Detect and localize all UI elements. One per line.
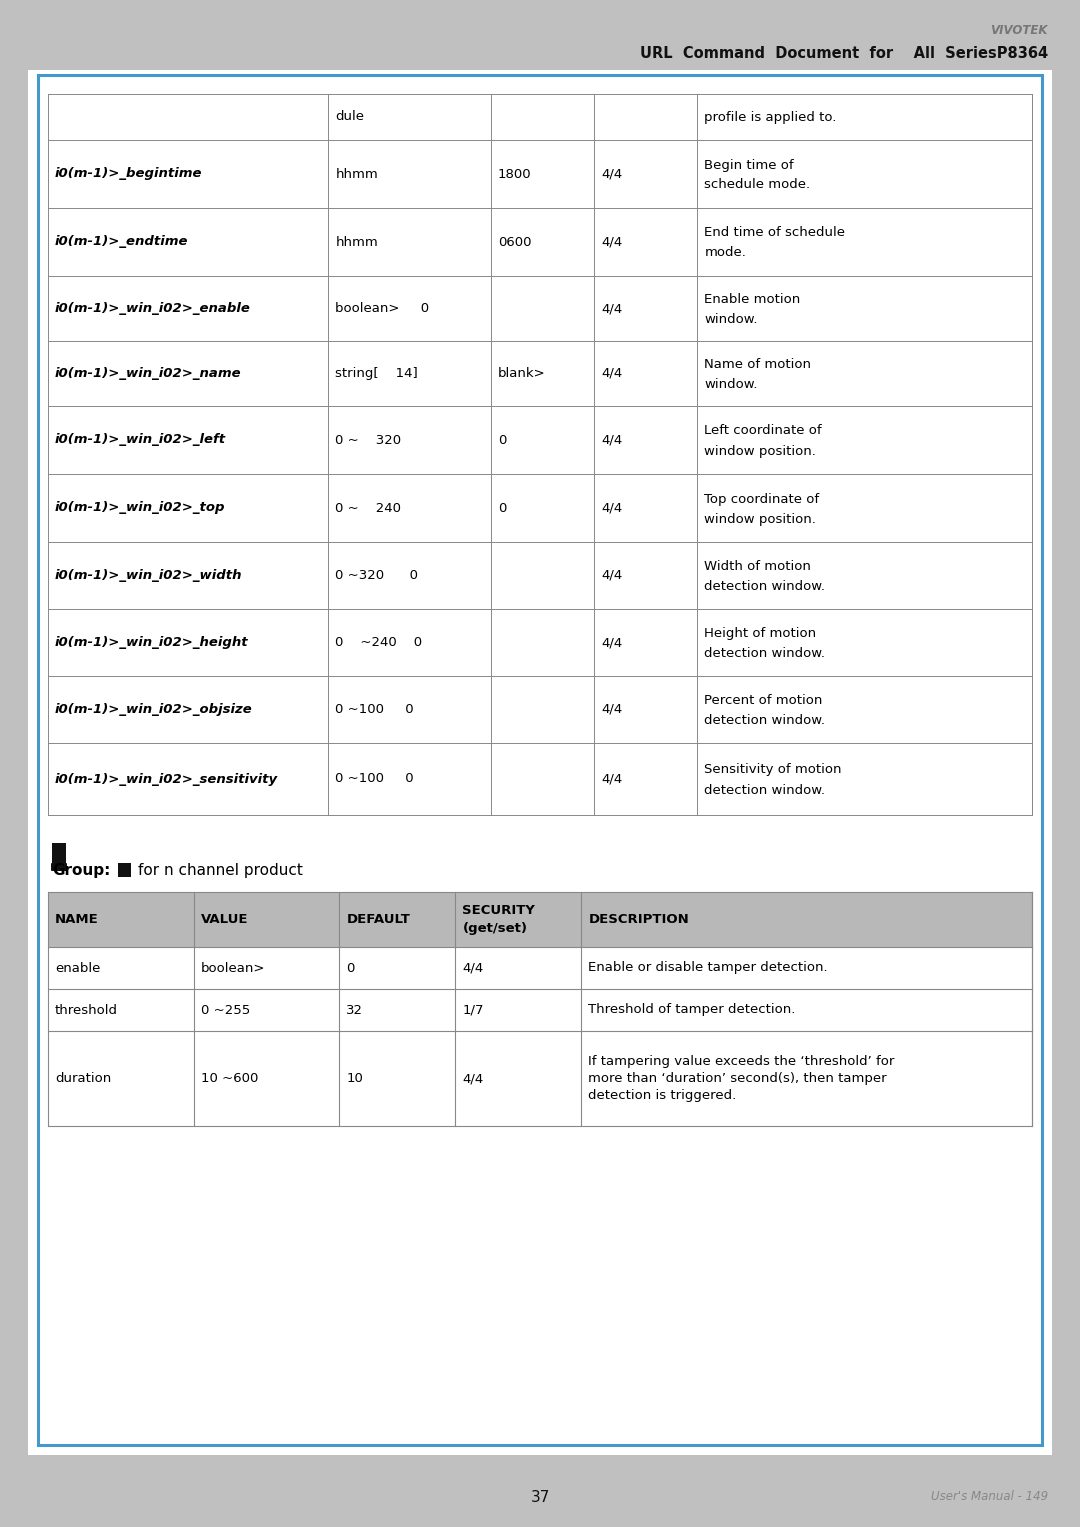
Text: 0    ~240    0: 0 ~240 0 [336, 637, 422, 649]
Text: i0(m-1)>_win_i02>_height: i0(m-1)>_win_i02>_height [55, 637, 248, 649]
Text: DEFAULT: DEFAULT [347, 913, 410, 925]
Text: If tampering value exceeds the ‘threshold’ for: If tampering value exceeds the ‘threshol… [589, 1055, 894, 1067]
Text: 0 ~320      0: 0 ~320 0 [336, 570, 418, 582]
Text: VIVOTEK: VIVOTEK [990, 23, 1048, 37]
Text: 4/4: 4/4 [602, 168, 622, 180]
Text: boolean>: boolean> [201, 962, 265, 974]
Text: i0(m-1)>_win_i02>_width: i0(m-1)>_win_i02>_width [55, 570, 243, 582]
Text: 4/4: 4/4 [602, 434, 622, 446]
Text: URL  Command  Document  for    All  SeriesP8364: URL Command Document for All SeriesP8364 [639, 46, 1048, 61]
Text: Begin time of: Begin time of [704, 159, 794, 171]
Text: i0(m-1)>_begintime: i0(m-1)>_begintime [55, 168, 203, 180]
Text: window position.: window position. [704, 444, 816, 458]
FancyBboxPatch shape [118, 863, 131, 876]
Text: window.: window. [704, 379, 758, 391]
Text: SECURITY: SECURITY [462, 904, 536, 918]
Text: i0(m-1)>_win_i02>_left: i0(m-1)>_win_i02>_left [55, 434, 226, 446]
Text: 4/4: 4/4 [462, 1072, 484, 1086]
FancyBboxPatch shape [48, 892, 1032, 947]
Text: Percent of motion: Percent of motion [704, 693, 823, 707]
Text: window position.: window position. [704, 513, 816, 525]
Text: duration: duration [55, 1072, 111, 1086]
Text: 4/4: 4/4 [602, 302, 622, 315]
Text: Sensitivity of motion: Sensitivity of motion [704, 764, 842, 777]
FancyBboxPatch shape [38, 75, 1042, 1445]
Text: 4/4: 4/4 [602, 637, 622, 649]
Text: 0: 0 [347, 962, 354, 974]
Text: 0: 0 [498, 501, 507, 515]
Text: 0 ~255: 0 ~255 [201, 1003, 249, 1017]
Text: threshold: threshold [55, 1003, 118, 1017]
Text: Left coordinate of: Left coordinate of [704, 425, 822, 438]
Text: 4/4: 4/4 [602, 702, 622, 716]
FancyBboxPatch shape [52, 843, 66, 864]
Text: detection window.: detection window. [704, 783, 825, 797]
Text: Height of motion: Height of motion [704, 628, 816, 640]
Text: more than ‘duration’ second(s), then tamper: more than ‘duration’ second(s), then tam… [589, 1072, 887, 1086]
FancyBboxPatch shape [51, 863, 67, 870]
Text: profile is applied to.: profile is applied to. [704, 110, 837, 124]
Text: 0: 0 [498, 434, 507, 446]
FancyBboxPatch shape [28, 70, 1052, 1455]
Text: 4/4: 4/4 [602, 773, 622, 785]
Text: window.: window. [704, 313, 758, 325]
Text: 0 ~    240: 0 ~ 240 [336, 501, 402, 515]
Text: i0(m-1)>_win_i02>_name: i0(m-1)>_win_i02>_name [55, 366, 242, 380]
Text: hhmm: hhmm [336, 168, 378, 180]
Text: i0(m-1)>_win_i02>_top: i0(m-1)>_win_i02>_top [55, 501, 226, 515]
Text: 4/4: 4/4 [602, 501, 622, 515]
Text: 0 ~100     0: 0 ~100 0 [336, 773, 414, 785]
Text: 4/4: 4/4 [602, 570, 622, 582]
Text: i0(m-1)>_win_i02>_objsize: i0(m-1)>_win_i02>_objsize [55, 702, 253, 716]
Text: DESCRIPTION: DESCRIPTION [589, 913, 689, 925]
Text: mode.: mode. [704, 246, 746, 260]
Text: 10 ~600: 10 ~600 [201, 1072, 258, 1086]
Text: 4/4: 4/4 [462, 962, 484, 974]
Text: i0(m-1)>_endtime: i0(m-1)>_endtime [55, 235, 189, 249]
Text: schedule mode.: schedule mode. [704, 179, 811, 191]
Text: detection window.: detection window. [704, 715, 825, 727]
Text: for n channel product: for n channel product [138, 863, 302, 878]
Text: 0 ~100     0: 0 ~100 0 [336, 702, 414, 716]
Text: Threshold of tamper detection.: Threshold of tamper detection. [589, 1003, 796, 1017]
Text: VALUE: VALUE [201, 913, 248, 925]
Text: 0 ~    320: 0 ~ 320 [336, 434, 402, 446]
Text: NAME: NAME [55, 913, 98, 925]
Text: Top coordinate of: Top coordinate of [704, 493, 820, 505]
Text: i0(m-1)>_win_i02>_enable: i0(m-1)>_win_i02>_enable [55, 302, 251, 315]
Text: 32: 32 [347, 1003, 363, 1017]
Text: 37: 37 [530, 1489, 550, 1504]
Text: User's Manual - 149: User's Manual - 149 [931, 1490, 1048, 1504]
Text: blank>: blank> [498, 366, 545, 380]
Text: 10: 10 [347, 1072, 363, 1086]
Text: Width of motion: Width of motion [704, 560, 811, 573]
Text: Group:: Group: [52, 863, 110, 878]
Text: boolean>     0: boolean> 0 [336, 302, 430, 315]
Text: 1800: 1800 [498, 168, 531, 180]
Text: End time of schedule: End time of schedule [704, 226, 846, 240]
Text: (get/set): (get/set) [462, 922, 527, 935]
Text: 0600: 0600 [498, 235, 531, 249]
Text: 1/7: 1/7 [462, 1003, 484, 1017]
Text: string[    14]: string[ 14] [336, 366, 418, 380]
Text: enable: enable [55, 962, 100, 974]
Text: i0(m-1)>_win_i02>_sensitivity: i0(m-1)>_win_i02>_sensitivity [55, 773, 279, 785]
Text: detection window.: detection window. [704, 580, 825, 592]
Text: dule: dule [336, 110, 364, 124]
Text: 4/4: 4/4 [602, 235, 622, 249]
Text: Enable motion: Enable motion [704, 293, 800, 305]
Text: detection is triggered.: detection is triggered. [589, 1089, 737, 1102]
Text: 4/4: 4/4 [602, 366, 622, 380]
Text: Enable or disable tamper detection.: Enable or disable tamper detection. [589, 962, 828, 974]
Text: hhmm: hhmm [336, 235, 378, 249]
Text: Name of motion: Name of motion [704, 357, 811, 371]
Text: detection window.: detection window. [704, 647, 825, 660]
